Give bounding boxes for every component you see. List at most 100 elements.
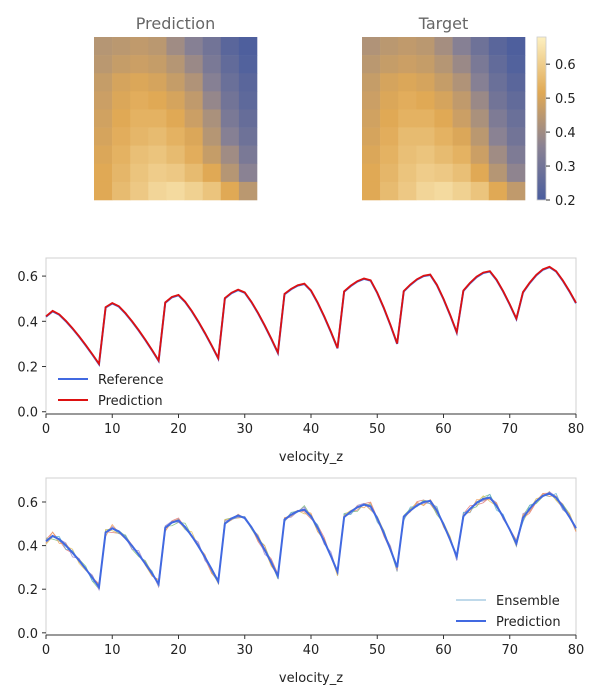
heatmap-target-cell xyxy=(434,73,453,92)
heatmap-target-cell xyxy=(434,181,453,201)
chart1-ticks: 0 10 20 30 40 50 60 70 80 0.0 0.2 0.4 0.6 xyxy=(17,270,584,437)
heatmap-prediction-cell xyxy=(184,91,203,110)
colorbar-ticks: 0.2 0.3 0.4 0.5 0.6 xyxy=(546,58,576,209)
heatmap-target-title: Target xyxy=(418,14,469,33)
heatmap-target-cell xyxy=(488,73,508,92)
heatmap-prediction-cell xyxy=(112,109,131,128)
heatmap-prediction-cell xyxy=(220,109,240,128)
heatmap-target-cell xyxy=(452,55,471,74)
heatmap-target-cell xyxy=(416,109,435,128)
x-tick-label: 50 xyxy=(369,643,386,658)
heatmap-prediction-cell xyxy=(184,145,203,165)
heatmap-prediction-cell xyxy=(238,73,258,92)
heatmap-target-cell xyxy=(398,127,417,146)
heatmap-prediction-cell xyxy=(94,73,113,92)
heatmap-prediction-cell xyxy=(220,73,240,92)
x-tick-label: 0 xyxy=(42,422,50,437)
heatmap-prediction-cell xyxy=(220,145,240,165)
heatmap-prediction-cell xyxy=(166,163,185,183)
heatmap-target-cell xyxy=(362,37,381,56)
heatmap-prediction-cell xyxy=(166,73,185,92)
heatmap-prediction-cell xyxy=(202,163,222,183)
heatmap-target-cell xyxy=(506,145,526,165)
heatmap-target-cell xyxy=(452,127,471,146)
heatmap-prediction-cell xyxy=(130,163,149,183)
heatmap-prediction-cell xyxy=(184,163,203,183)
heatmap-target-cell xyxy=(380,127,399,146)
heatmap-prediction-cell xyxy=(148,109,167,128)
heatmap-prediction-cell xyxy=(238,55,258,74)
heatmap-prediction-cell xyxy=(112,37,131,56)
y-tick-label: 0.6 xyxy=(17,496,38,511)
heatmap-target-cell xyxy=(416,37,435,56)
heatmap-prediction-cell xyxy=(184,37,203,56)
legend-label-prediction: Prediction xyxy=(98,394,163,409)
heatmap-target-cell xyxy=(434,55,453,74)
heatmap-prediction-cell xyxy=(112,91,131,110)
heatmap-prediction-cell xyxy=(202,73,222,92)
heatmap-prediction-cell xyxy=(130,91,149,110)
heatmap-target-cell xyxy=(434,145,453,165)
heatmap-target-cell xyxy=(398,73,417,92)
heatmap-target-cell xyxy=(416,145,435,165)
heatmap-prediction-cell xyxy=(220,163,240,183)
y-tick-label: 0.2 xyxy=(17,361,38,376)
heatmap-target-cell xyxy=(488,109,508,128)
heatmap-prediction-cell xyxy=(148,181,167,201)
heatmap-prediction-cell xyxy=(94,37,113,56)
heatmap-target-cell xyxy=(380,55,399,74)
heatmap-target-cell xyxy=(470,163,490,183)
chart-reference-vs-prediction: 0 10 20 30 40 50 60 70 80 0.0 0.2 0.4 0.6 velocity_z… xyxy=(17,257,584,465)
heatmap-prediction-cell xyxy=(148,55,167,74)
heatmap-prediction-cell xyxy=(202,109,222,128)
heatmap-prediction-cell xyxy=(130,181,149,201)
heatmap-prediction-cell xyxy=(148,145,167,165)
heatmap-target-cell xyxy=(380,181,399,201)
heatmap-target-cell xyxy=(434,37,453,56)
heatmap-target-cell xyxy=(398,109,417,128)
heatmap-target-cell xyxy=(506,37,526,56)
heatmap-prediction-cell xyxy=(238,145,258,165)
heatmap-prediction-cell xyxy=(220,55,240,74)
heatmap-prediction-cell xyxy=(220,127,240,146)
heatmap-prediction-cell xyxy=(130,127,149,146)
colorbar xyxy=(536,36,547,201)
heatmap-prediction-cell xyxy=(202,55,222,74)
heatmap-prediction-cell xyxy=(94,55,113,74)
heatmap-target-cell xyxy=(506,109,526,128)
series-reference-line xyxy=(45,266,577,368)
heatmap-target-cell xyxy=(452,181,471,201)
legend-label-ensemble: Ensemble xyxy=(496,594,560,609)
legend-label-prediction2: Prediction xyxy=(496,615,561,630)
heatmap-prediction-cell xyxy=(94,181,113,201)
heatmap-prediction-cell xyxy=(130,37,149,56)
heatmap-prediction-cell xyxy=(94,109,113,128)
x-tick-label: 30 xyxy=(236,643,253,658)
x-tick-label: 80 xyxy=(568,643,585,658)
heatmap-prediction-cell xyxy=(166,91,185,110)
heatmap-target-cell xyxy=(470,181,490,201)
heatmap-target-cell xyxy=(488,37,508,56)
heatmap-target-cell xyxy=(398,181,417,201)
heatmap-prediction-cell xyxy=(148,127,167,146)
heatmap-target-cell xyxy=(362,109,381,128)
heatmap-prediction-cell xyxy=(166,37,185,56)
heatmap-prediction-cell xyxy=(94,91,113,110)
heatmap-target-cell xyxy=(506,55,526,74)
heatmap-prediction-cell xyxy=(184,109,203,128)
heatmap-target-cell xyxy=(416,73,435,92)
heatmap-target-cell xyxy=(380,91,399,110)
heatmap-target-cell xyxy=(452,145,471,165)
heatmap-prediction-cell xyxy=(130,145,149,165)
heatmap-target-cell xyxy=(488,127,508,146)
heatmap-prediction-cell xyxy=(94,127,113,146)
chart2-frame xyxy=(45,477,577,636)
x-tick-label: 60 xyxy=(435,422,452,437)
heatmap-target-cell xyxy=(416,55,435,74)
heatmap-prediction-cell xyxy=(202,37,222,56)
colorbar-tick-label: 0.2 xyxy=(555,194,576,209)
heatmap-target-cell xyxy=(506,91,526,110)
heatmap-prediction-cell xyxy=(112,127,131,146)
heatmap-prediction-cell xyxy=(148,163,167,183)
